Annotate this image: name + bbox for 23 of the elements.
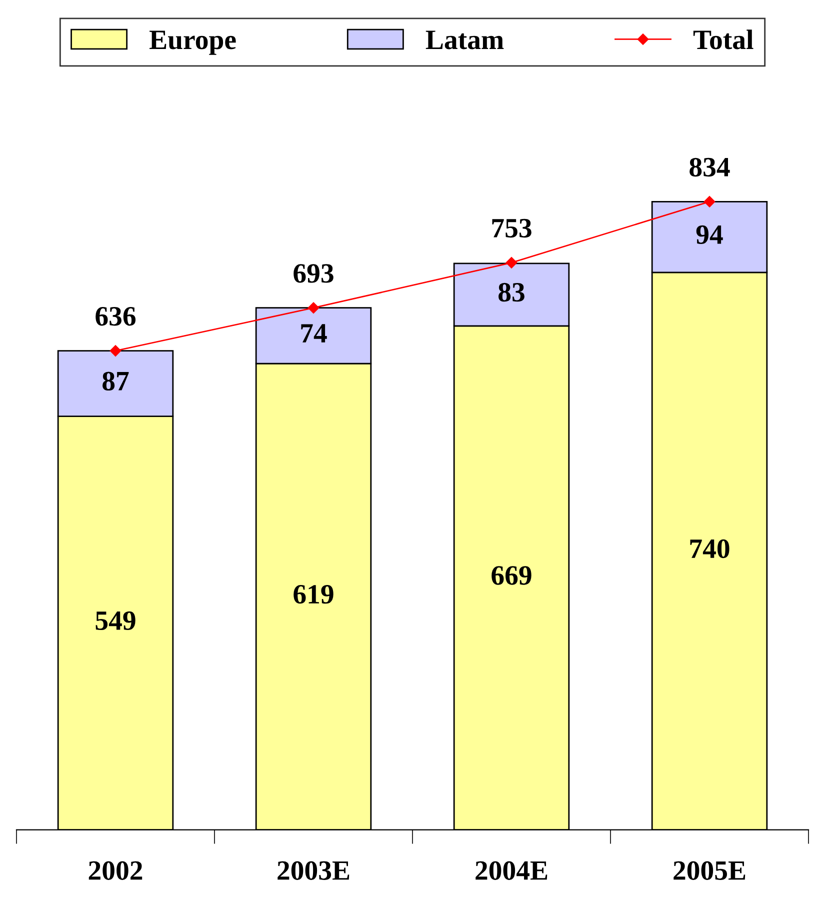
data-label: 693 (294, 264, 334, 283)
data-label: 669 (492, 566, 532, 585)
point (308, 302, 320, 314)
data-label: 549 (96, 611, 136, 630)
data-label: 619 (294, 585, 334, 604)
legend-label: Total (693, 30, 754, 50)
point (110, 345, 122, 356)
x-tick-label: 2002 (88, 861, 142, 880)
x-tick-label: 2005E (674, 861, 746, 880)
data-label: 74 (301, 324, 327, 342)
legend-label: Latam (426, 30, 504, 50)
data-label: 834 (690, 158, 730, 177)
x-tick-label: 2003E (278, 861, 350, 880)
x-tick-label: 2004E (476, 861, 548, 880)
point (704, 196, 716, 208)
data-label: 636 (96, 307, 136, 326)
data-label: 94 (696, 225, 723, 244)
data-label: 753 (492, 218, 532, 238)
point (506, 257, 518, 268)
data-label: 87 (102, 372, 129, 391)
legend-label: Europe (150, 30, 236, 55)
data-label: 740 (690, 539, 730, 558)
data-label: 83 (498, 282, 524, 302)
